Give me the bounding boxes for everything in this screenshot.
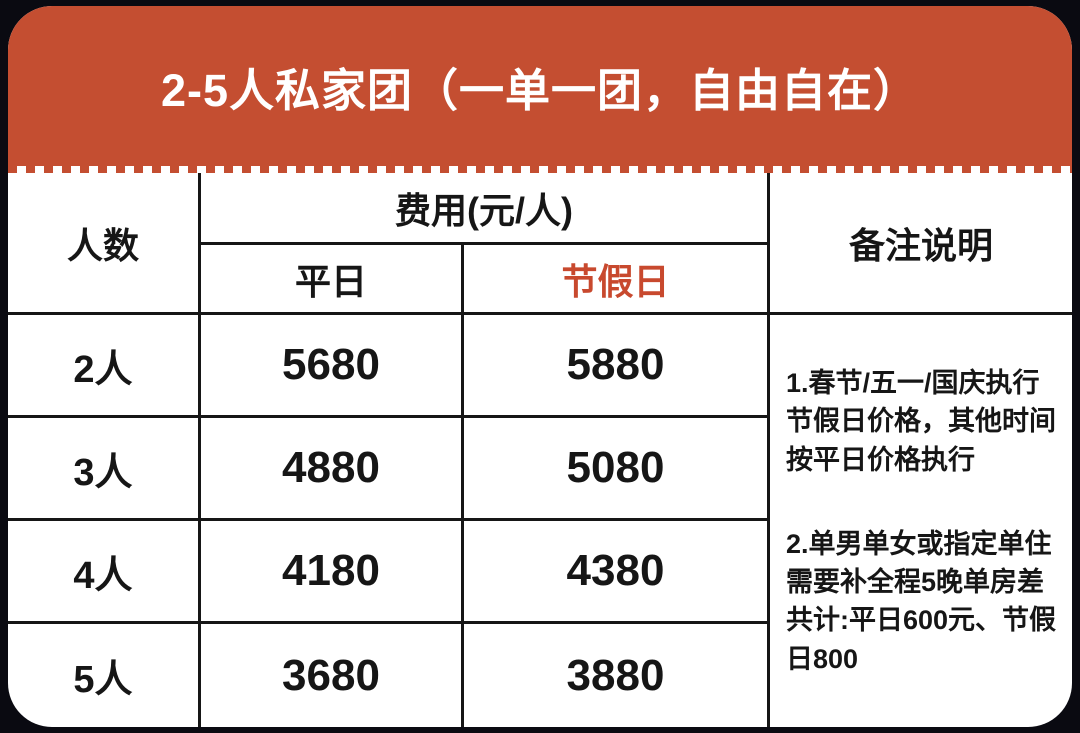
header-holiday: 节假日 [464,245,770,315]
header-cost: 费用(元/人) [201,173,770,245]
row-people: 4人 [8,521,201,624]
row-people: 3人 [8,418,201,521]
row-weekday-price: 4880 [201,418,464,521]
row-holiday-price: 3880 [464,624,770,727]
row-weekday-price: 5680 [201,315,464,418]
row-people: 5人 [8,624,201,727]
row-weekday-price: 3680 [201,624,464,727]
row-holiday-price: 5880 [464,315,770,418]
perforated-edge [8,166,1072,173]
note-2: 2.单男单女或指定单住 需要补全程5晚单房差 共计:平日600元、节假 日800 [786,528,1057,674]
row-holiday-price: 4380 [464,521,770,624]
note-1: 1.春节/五一/国庆执行 节假日价格，其他时间 按平日价格执行 [786,367,1056,475]
header-people: 人数 [8,173,201,315]
header-weekday: 平日 [201,245,464,315]
price-table: 人数 费用(元/人) 平日 节假日 备注说明 2人 5680 5880 3人 4… [8,173,1072,727]
row-weekday-price: 4180 [201,521,464,624]
banner: 2-5人私家团（一单一团，自由自在） [8,6,1072,166]
header-notes: 备注说明 [770,173,1072,315]
banner-title: 2-5人私家团（一单一团，自由自在） [160,64,920,116]
row-holiday-price: 5080 [464,418,770,521]
notes-cell: 1.春节/五一/国庆执行 节假日价格，其他时间 按平日价格执行 2.单男单女或指… [770,315,1072,727]
price-card: 2-5人私家团（一单一团，自由自在） 人数 费用(元/人) 平日 节假日 备注说… [8,6,1072,727]
row-people: 2人 [8,315,201,418]
